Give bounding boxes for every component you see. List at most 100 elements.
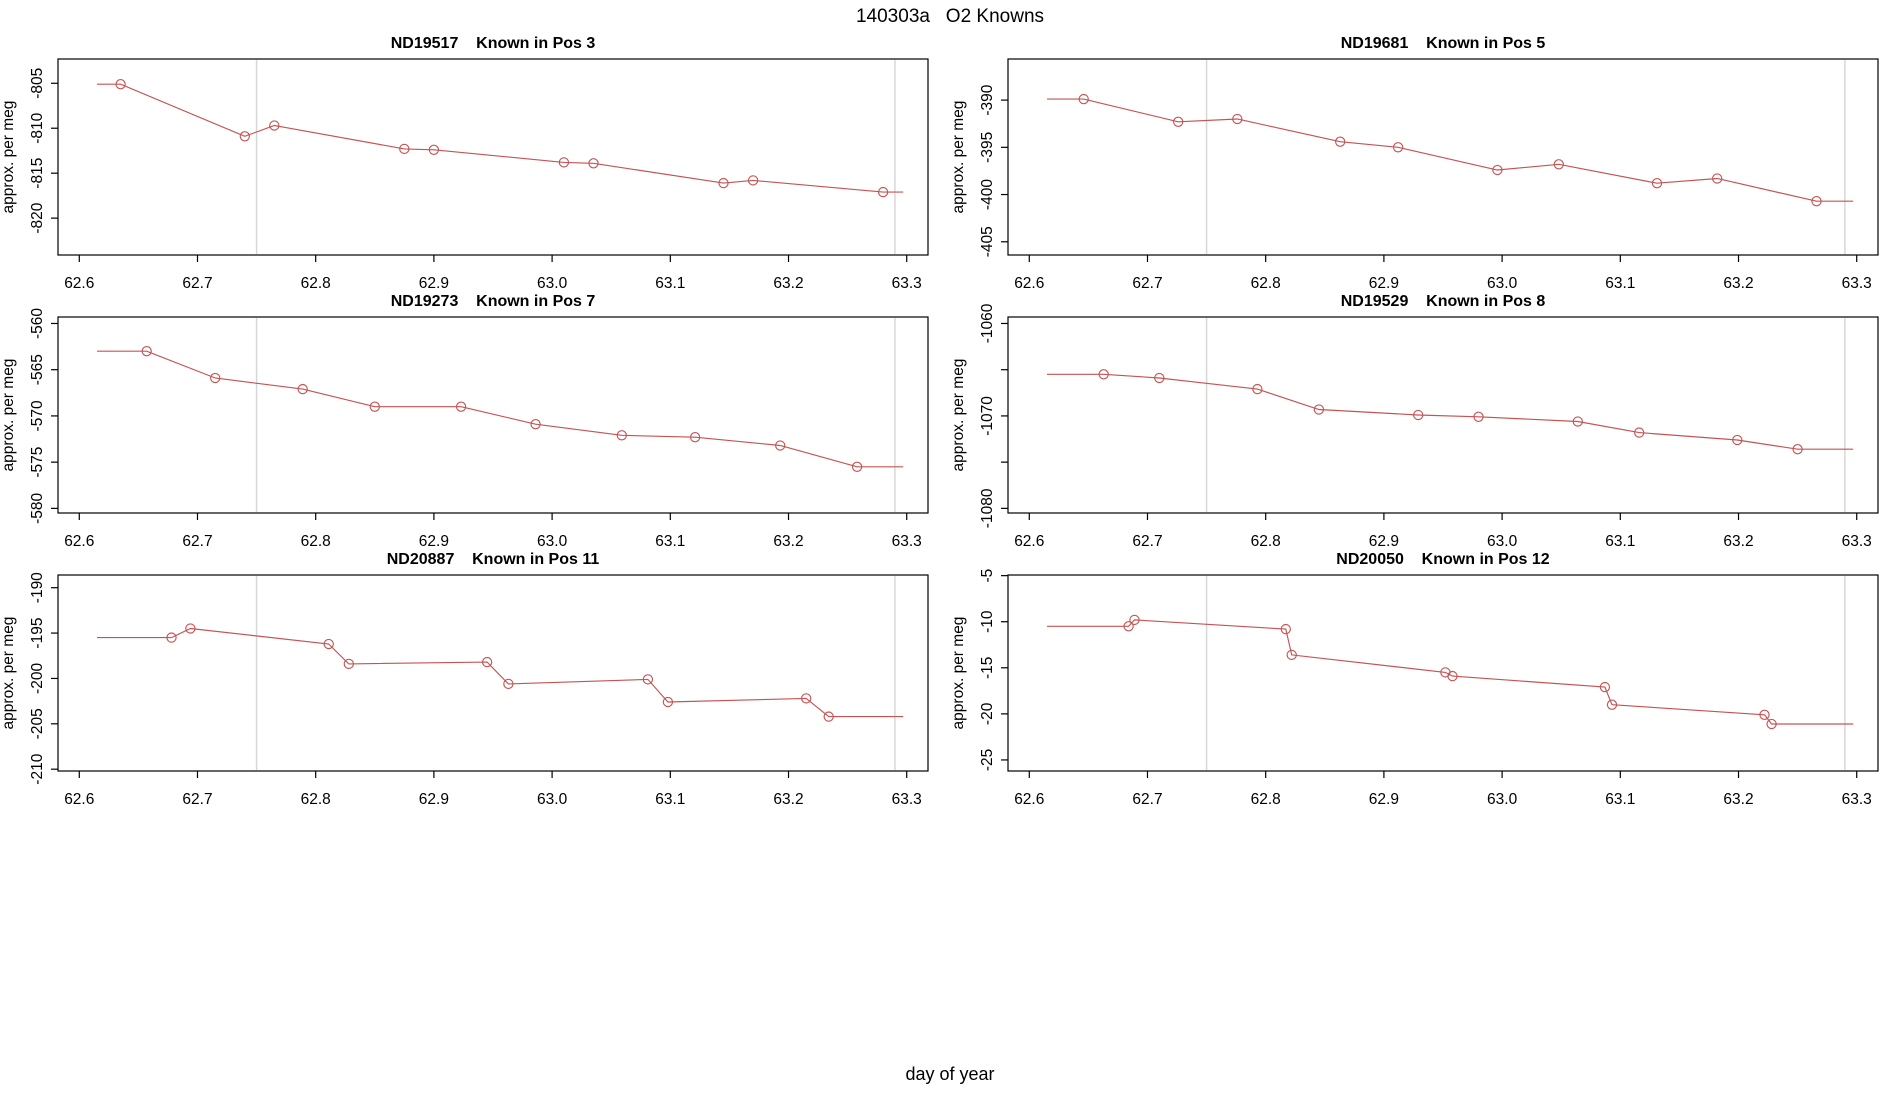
data-markers bbox=[1123, 614, 1777, 730]
svg-text:-210: -210 bbox=[29, 753, 46, 784]
reference-vlines bbox=[1205, 318, 1846, 512]
plot-box bbox=[57, 316, 929, 514]
svg-text:-580: -580 bbox=[29, 492, 46, 523]
svg-text:-25: -25 bbox=[979, 749, 996, 771]
svg-text:-565: -565 bbox=[29, 354, 46, 385]
svg-text:63.0: 63.0 bbox=[1487, 533, 1518, 550]
subplot-pos-3: ND19517 Known in Pos 3 62.6 62.7 62.8 62.9 6… bbox=[0, 35, 950, 293]
line-chart: 62.6 62.7 62.8 62.9 63.0 63.1 63.2 63.3 -390 -395… bbox=[950, 58, 1879, 292]
reference-vlines bbox=[1205, 60, 1846, 254]
reference-vlines bbox=[255, 60, 896, 254]
svg-text:63.1: 63.1 bbox=[1605, 275, 1635, 292]
svg-text:63.0: 63.0 bbox=[537, 533, 568, 550]
svg-text:63.3: 63.3 bbox=[892, 275, 922, 292]
svg-text:63.2: 63.2 bbox=[773, 533, 803, 550]
data-markers bbox=[141, 346, 863, 472]
data-series-line bbox=[97, 627, 904, 718]
svg-text:62.7: 62.7 bbox=[1132, 533, 1162, 550]
subplot-pos-5: ND19681 Known in Pos 5 62.6 62.7 62.8 62.9 6… bbox=[950, 35, 1900, 293]
x-axis: 62.6 62.7 62.8 62.9 63.0 63.1 63.2 63.3 bbox=[1014, 513, 1872, 550]
svg-text:-10: -10 bbox=[979, 610, 996, 633]
svg-text:62.8: 62.8 bbox=[301, 533, 331, 550]
figure-title: 140303a O2 Knowns bbox=[855, 6, 1045, 27]
svg-text:62.7: 62.7 bbox=[182, 533, 212, 550]
y-axis-title: approx. per meg bbox=[0, 359, 17, 472]
line-chart: 62.6 62.7 62.8 62.9 63.0 63.1 63.2 63.3-1060-10… bbox=[950, 303, 1879, 550]
svg-text:-5: -5 bbox=[979, 569, 996, 583]
svg-text:-815: -815 bbox=[29, 158, 46, 189]
svg-text:62.6: 62.6 bbox=[1014, 275, 1044, 292]
svg-text:-1060: -1060 bbox=[979, 303, 996, 343]
x-axis: 62.6 62.7 62.8 62.9 63.0 63.1 63.2 63.3 bbox=[64, 513, 922, 550]
plot-box bbox=[1007, 574, 1879, 772]
svg-text:62.8: 62.8 bbox=[1251, 275, 1281, 292]
svg-text:63.3: 63.3 bbox=[892, 533, 922, 550]
svg-text:63.0: 63.0 bbox=[537, 791, 568, 808]
svg-text:-400: -400 bbox=[979, 179, 996, 210]
svg-text:62.8: 62.8 bbox=[1251, 791, 1281, 808]
svg-text:63.3: 63.3 bbox=[892, 791, 922, 808]
x-axis-title: day of year bbox=[905, 1064, 995, 1084]
x-axis: 62.6 62.7 62.8 62.9 63.0 63.1 63.2 63.3 bbox=[1014, 255, 1872, 292]
y-axis: -5 -10 -15 -20 -25 bbox=[979, 569, 1008, 771]
reference-vlines bbox=[1205, 576, 1846, 770]
subplot-title: ND19273 Known in Pos 7 bbox=[390, 293, 596, 310]
subplot-title: ND19517 Known in Pos 3 bbox=[390, 35, 596, 52]
line-chart: 62.6 62.7 62.8 62.9 63.0 63.1 63.2 63.3 -190 -195… bbox=[0, 572, 929, 808]
svg-text:63.2: 63.2 bbox=[773, 275, 803, 292]
subplot-pos-11: ND20887 Known in Pos 11 62.6 62.7 62.8 62.9… bbox=[0, 551, 950, 809]
svg-text:-20: -20 bbox=[979, 702, 996, 725]
svg-text:-405: -405 bbox=[979, 226, 996, 257]
svg-text:-15: -15 bbox=[979, 657, 996, 679]
svg-text:-820: -820 bbox=[29, 202, 46, 233]
data-markers bbox=[1098, 369, 1803, 455]
plot-box bbox=[1007, 316, 1879, 514]
svg-text:63.1: 63.1 bbox=[1605, 791, 1635, 808]
y-axis: -560 -565 -570 -575 -580 bbox=[29, 308, 58, 524]
svg-text:-195: -195 bbox=[29, 618, 46, 649]
svg-text:62.9: 62.9 bbox=[419, 533, 449, 550]
y-axis: -190 -195 -200 -205 -210 bbox=[29, 572, 58, 785]
plot-box bbox=[57, 58, 929, 256]
line-chart: 62.6 62.7 62.8 62.9 63.0 63.1 63.2 63.3 -5 -10 -15… bbox=[950, 569, 1879, 808]
svg-text:62.9: 62.9 bbox=[1369, 275, 1399, 292]
svg-text:62.6: 62.6 bbox=[1014, 791, 1044, 808]
svg-text:-805: -805 bbox=[29, 68, 46, 99]
y-axis-title: approx. per meg bbox=[0, 617, 17, 730]
svg-text:-200: -200 bbox=[29, 663, 46, 694]
svg-text:63.2: 63.2 bbox=[1723, 533, 1753, 550]
y-axis-title: approx. per meg bbox=[950, 101, 967, 214]
svg-text:62.9: 62.9 bbox=[1369, 791, 1399, 808]
svg-text:63.2: 63.2 bbox=[1723, 275, 1753, 292]
svg-text:62.6: 62.6 bbox=[64, 533, 94, 550]
subplot-pos-8: ND19529 Known in Pos 8 62.6 62.7 62.8 62.9 6… bbox=[950, 293, 1900, 551]
svg-text:62.7: 62.7 bbox=[182, 275, 212, 292]
svg-text:62.9: 62.9 bbox=[419, 791, 449, 808]
svg-text:63.3: 63.3 bbox=[1842, 275, 1872, 292]
svg-text:62.7: 62.7 bbox=[1132, 791, 1162, 808]
svg-text:62.7: 62.7 bbox=[182, 791, 212, 808]
svg-text:62.7: 62.7 bbox=[1132, 275, 1162, 292]
x-axis: 62.6 62.7 62.8 62.9 63.0 63.1 63.2 63.3 bbox=[64, 771, 922, 808]
svg-text:-560: -560 bbox=[29, 308, 46, 339]
y-axis: -1060 -1070 -1080 bbox=[979, 303, 1008, 528]
subplot-title: ND20050 Known in Pos 12 bbox=[1336, 551, 1550, 568]
svg-text:63.0: 63.0 bbox=[1487, 791, 1518, 808]
svg-text:63.1: 63.1 bbox=[1605, 533, 1635, 550]
svg-text:63.0: 63.0 bbox=[537, 275, 568, 292]
svg-text:63.1: 63.1 bbox=[655, 533, 685, 550]
svg-text:62.6: 62.6 bbox=[64, 791, 94, 808]
y-axis: -390 -395 -400 -405 bbox=[979, 84, 1008, 257]
data-series-line bbox=[97, 350, 904, 468]
svg-text:62.6: 62.6 bbox=[64, 275, 94, 292]
x-axis: 62.6 62.7 62.8 62.9 63.0 63.1 63.2 63.3 bbox=[1014, 771, 1872, 808]
y-axis-title: approx. per meg bbox=[950, 617, 967, 730]
plot-box bbox=[57, 574, 929, 772]
x-axis: 62.6 62.7 62.8 62.9 63.0 63.1 63.2 63.3 bbox=[64, 255, 922, 292]
svg-text:63.3: 63.3 bbox=[1842, 791, 1872, 808]
y-axis-title: approx. per meg bbox=[0, 101, 17, 214]
svg-text:62.6: 62.6 bbox=[1014, 533, 1044, 550]
svg-text:62.8: 62.8 bbox=[301, 791, 331, 808]
svg-text:-1070: -1070 bbox=[979, 396, 996, 436]
